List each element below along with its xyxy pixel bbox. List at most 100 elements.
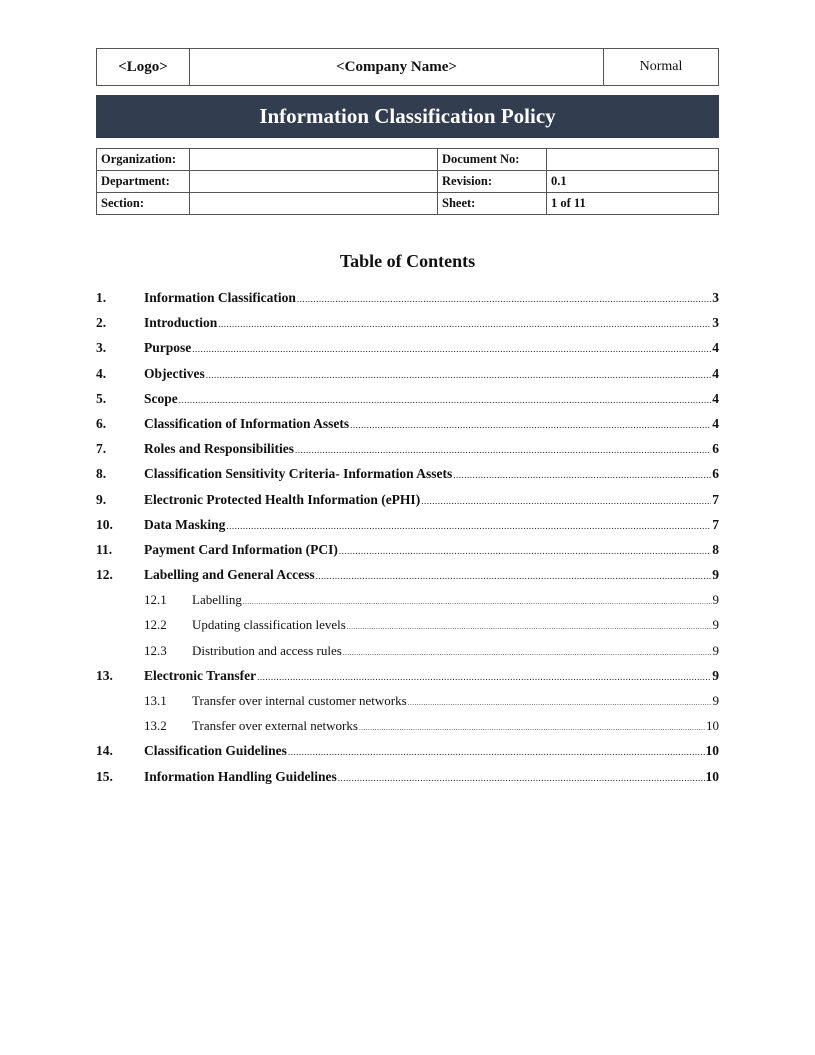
toc-entry-page: 9 (712, 617, 720, 633)
toc-entry-title: Transfer over internal customer networks (192, 693, 407, 708)
toc-entry-page: 10 (705, 743, 720, 759)
toc-entry-number: 2. (96, 315, 107, 331)
department-label: Department: (96, 170, 190, 193)
toc-entry-title: Objectives (144, 365, 205, 381)
toc-entry-title: Electronic Transfer (144, 667, 257, 683)
toc-entry[interactable]: 12. Labelling and General Access 9 (96, 567, 719, 592)
document-title: Information Classification Policy (96, 95, 719, 138)
revision-label: Revision: (437, 170, 547, 193)
dot-leader (192, 344, 711, 354)
toc-entry-number: 12. (96, 567, 113, 583)
toc-entry[interactable]: 8. Classification Sensitivity Criteria- I… (96, 466, 719, 491)
toc-entry[interactable]: 1. Information Classification 3 (96, 290, 719, 315)
toc-entry-title: Roles and Responsibilities (144, 441, 295, 457)
sheet-value: 1 of 11 (546, 192, 719, 215)
toc-entry[interactable]: 6. Classification of Information Assets 4 (96, 416, 719, 441)
toc-entry-number: 12.2 (144, 617, 167, 633)
toc-entry-number: 4. (96, 365, 107, 381)
toc-entry-number: 13.2 (144, 718, 167, 734)
toc-entry-page: 9 (712, 567, 719, 583)
toc-entry-title: Labelling (192, 592, 242, 608)
dot-leader (339, 546, 711, 556)
toc-entry-title: Classification of Information Assets (144, 415, 350, 431)
toc-entry[interactable]: 13.2 Transfer over external networks 10 (96, 718, 719, 743)
toc-entry-number: 13. (96, 667, 113, 683)
toc-entry-title: Payment Card Information (PCI) (144, 541, 338, 557)
toc-entry[interactable]: 14. Classification Guidelines 10 (96, 743, 719, 768)
dot-leader (243, 598, 712, 606)
toc-entry-number: 15. (96, 768, 113, 784)
dot-leader (288, 747, 705, 757)
toc-entry-page: 9 (712, 642, 720, 658)
toc-entry-page: 10 (706, 718, 719, 734)
toc-entry[interactable]: 2. Introduction 3 (96, 315, 719, 340)
toc-entry-title: Introduction (144, 315, 218, 331)
toc-entry-number: 13.1 (144, 693, 167, 708)
toc-entry-page: 7 (712, 491, 719, 507)
toc-entry-number: 3. (96, 340, 107, 356)
dot-leader (297, 294, 711, 304)
toc-entry-number: 12.3 (144, 642, 167, 658)
revision-value: 0.1 (546, 170, 719, 193)
toc-entry[interactable]: 13.1 Transfer over internal customer netw… (96, 693, 719, 718)
dot-leader (343, 649, 712, 657)
toc-entry-title: Electronic Protected Health Information … (144, 491, 421, 507)
toc-entry[interactable]: 13. Electronic Transfer 9 (96, 668, 719, 693)
dot-leader (257, 672, 711, 682)
toc-entry-page: 7 (712, 516, 719, 532)
toc-entry-number: 12.1 (144, 592, 167, 608)
toc-entry[interactable]: 12.3 Distribution and access rules 9 (96, 643, 719, 668)
toc-entry-page: 9 (712, 592, 720, 608)
toc-entry-title: Scope (144, 390, 178, 406)
dot-leader (421, 496, 711, 506)
logo-placeholder: <Logo> (96, 48, 190, 86)
toc-entry-number: 6. (96, 415, 107, 431)
dot-leader (359, 724, 705, 732)
toc-entry[interactable]: 3. Purpose 4 (96, 340, 719, 365)
dot-leader (408, 699, 712, 707)
toc-entry-page: 4 (712, 365, 719, 381)
dot-leader (347, 623, 712, 631)
table-of-contents: 1. Information Classification 3 2. Introduct… (96, 290, 719, 794)
toc-entry-title: Distribution and access rules (192, 642, 342, 658)
toc-entry-number: 5. (96, 390, 107, 406)
dot-leader (338, 773, 705, 783)
toc-entry-number: 11. (96, 541, 113, 557)
toc-entry[interactable]: 15. Information Handling Guidelines 10 (96, 769, 719, 794)
organization-label: Organization: (96, 148, 190, 171)
toc-entry-title: Information Classification (144, 290, 296, 305)
sheet-label: Sheet: (437, 192, 547, 215)
toc-entry-page: 6 (712, 441, 719, 457)
toc-entry[interactable]: 10. Data Masking 7 (96, 517, 719, 542)
dot-leader (226, 521, 711, 531)
toc-entry-title: Classification Guidelines (144, 743, 287, 759)
toc-entry[interactable]: 7. Roles and Responsibilities 6 (96, 441, 719, 466)
section-value (189, 192, 438, 215)
section-label: Section: (96, 192, 190, 215)
toc-heading: Table of Contents (339, 251, 476, 271)
toc-entry-page: 4 (712, 390, 719, 406)
toc-entry[interactable]: 9. Electronic Protected Health Informatio… (96, 492, 719, 517)
toc-entry[interactable]: 11. Payment Card Information (PCI) 8 (96, 542, 719, 567)
organization-value (189, 148, 438, 171)
company-name: <Company Name> (189, 48, 604, 86)
dot-leader (206, 370, 712, 380)
toc-entry-page: 4 (712, 415, 719, 431)
toc-entry[interactable]: 12.2 Updating classification levels 9 (96, 617, 719, 642)
toc-entry-page: 4 (712, 340, 719, 356)
dot-leader (453, 470, 711, 480)
toc-entry-title: Labelling and General Access (144, 567, 315, 583)
toc-entry[interactable]: 4. Objectives 4 (96, 366, 719, 391)
toc-entry-number: 14. (96, 743, 113, 759)
toc-entry-number: 1. (96, 290, 107, 305)
department-value (189, 170, 438, 193)
toc-entry[interactable]: 5. Scope 4 (96, 391, 719, 416)
toc-entry-number: 8. (96, 466, 107, 482)
dot-leader (350, 420, 711, 430)
toc-entry-title: Transfer over external networks (192, 718, 358, 734)
toc-entry[interactable]: 12.1 Labelling 9 (96, 592, 719, 617)
dot-leader (295, 445, 711, 455)
dot-leader (218, 319, 711, 329)
toc-entry-title: Purpose (144, 340, 192, 356)
toc-entry-number: 7. (96, 441, 107, 457)
